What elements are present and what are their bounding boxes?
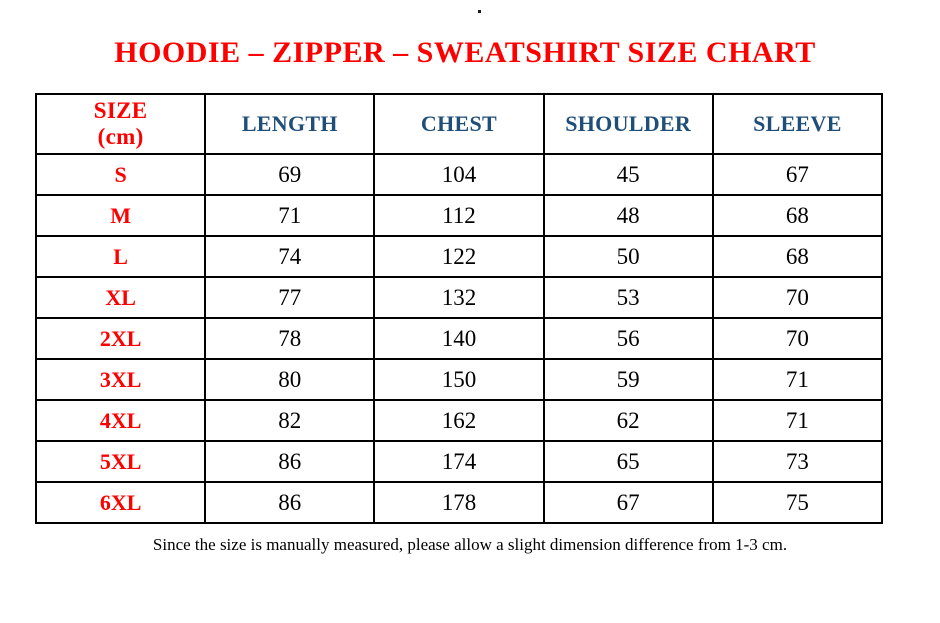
shoulder-cell: 45 <box>542 153 714 196</box>
size-cell: 2XL <box>34 317 207 360</box>
footnote: Since the size is manually measured, ple… <box>152 535 788 554</box>
size-cell: S <box>34 153 207 196</box>
size-cell: 4XL <box>34 399 207 442</box>
shoulder-cell: 50 <box>542 235 714 278</box>
table-row: 6XL 86 178 67 75 <box>34 481 884 524</box>
shoulder-cell: 65 <box>542 440 714 483</box>
sleeve-cell: 68 <box>711 194 884 237</box>
table-row: 2XL 78 140 56 70 <box>34 317 884 360</box>
shoulder-cell: 67 <box>542 481 714 524</box>
stray-dot <box>478 10 481 13</box>
sleeve-cell: 75 <box>711 481 884 524</box>
chest-cell: 178 <box>373 481 545 524</box>
shoulder-cell: 59 <box>542 358 714 401</box>
length-cell: 86 <box>204 440 376 483</box>
column-header-length: LENGTH <box>204 93 376 155</box>
sleeve-cell: 70 <box>711 317 884 360</box>
sleeve-cell: 71 <box>711 358 884 401</box>
size-chart-table: SIZE (cm) LENGTH CHEST SHOULDER SLEEVE S… <box>34 93 884 524</box>
chest-cell: 112 <box>373 194 545 237</box>
chest-cell: 132 <box>373 276 545 319</box>
column-header-chest: CHEST <box>373 93 545 155</box>
chest-cell: 162 <box>373 399 545 442</box>
sleeve-cell: 68 <box>711 235 884 278</box>
table-row: 3XL 80 150 59 71 <box>34 358 884 401</box>
table-row: 5XL 86 174 65 73 <box>34 440 884 483</box>
length-cell: 69 <box>204 153 376 196</box>
size-header-line1: SIZE <box>93 97 148 123</box>
length-cell: 71 <box>204 194 376 237</box>
length-cell: 80 <box>204 358 376 401</box>
table-row: 4XL 82 162 62 71 <box>34 399 884 442</box>
table-row: S 69 104 45 67 <box>34 153 884 196</box>
sleeve-cell: 67 <box>711 153 884 196</box>
table-row: XL 77 132 53 70 <box>34 276 884 319</box>
chest-cell: 174 <box>373 440 545 483</box>
length-cell: 86 <box>204 481 376 524</box>
shoulder-cell: 48 <box>542 194 714 237</box>
sleeve-cell: 71 <box>711 399 884 442</box>
size-cell: XL <box>34 276 207 319</box>
header-row: SIZE (cm) LENGTH CHEST SHOULDER SLEEVE <box>34 93 884 155</box>
sleeve-cell: 70 <box>711 276 884 319</box>
shoulder-cell: 56 <box>542 317 714 360</box>
column-header-shoulder: SHOULDER <box>542 93 714 155</box>
size-cell: 6XL <box>34 481 207 524</box>
page-title: HOODIE – ZIPPER – SWEATSHIRT SIZE CHART <box>114 36 816 69</box>
sleeve-cell: 73 <box>711 440 884 483</box>
chest-cell: 104 <box>373 153 545 196</box>
table-row: L 74 122 50 68 <box>34 235 884 278</box>
length-cell: 78 <box>204 317 376 360</box>
table-row: M 71 112 48 68 <box>34 194 884 237</box>
chest-cell: 150 <box>373 358 545 401</box>
column-header-sleeve: SLEEVE <box>711 93 884 155</box>
shoulder-cell: 62 <box>542 399 714 442</box>
size-header-line2: (cm) <box>97 124 144 149</box>
size-cell: 3XL <box>34 358 207 401</box>
size-cell: L <box>34 235 207 278</box>
size-cell: M <box>34 194 207 237</box>
size-cell: 5XL <box>34 440 207 483</box>
chest-cell: 140 <box>373 317 545 360</box>
length-cell: 74 <box>204 235 376 278</box>
length-cell: 77 <box>204 276 376 319</box>
length-cell: 82 <box>204 399 376 442</box>
shoulder-cell: 53 <box>542 276 714 319</box>
column-header-size: SIZE (cm) <box>34 93 207 155</box>
chest-cell: 122 <box>373 235 545 278</box>
